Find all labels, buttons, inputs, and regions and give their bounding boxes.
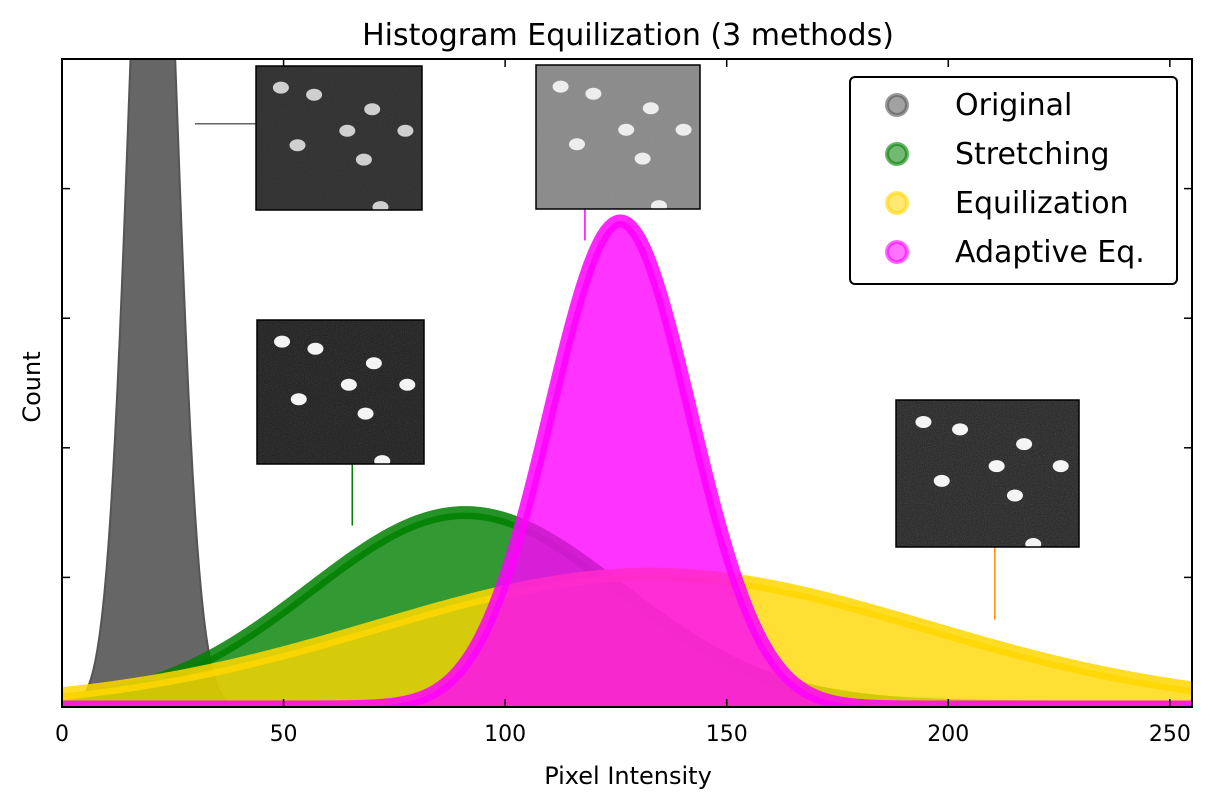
- legend-label-original: Original: [955, 88, 1072, 123]
- series-line-adaptive-eq: [62, 214, 1192, 707]
- plot-frame: [61, 58, 1193, 708]
- legend: Original Stretching Equilization Adaptive E…: [849, 76, 1178, 285]
- legend-label-equilization: Equilization: [955, 186, 1129, 221]
- tick-layer: 0 50 100 150 200 250: [55, 58, 1192, 747]
- legend-box: [849, 76, 1178, 285]
- series-layer: [62, 59, 1192, 707]
- inset-image-equilization: [895, 399, 1080, 548]
- legend-item-adaptive-eq: Adaptive Eq.: [885, 235, 1145, 270]
- inset-image-original: [255, 65, 423, 211]
- x-tick-label-0: 0: [55, 722, 69, 747]
- x-tick-label-50: 50: [270, 722, 298, 747]
- legend-marker-adaptive-eq: [885, 240, 909, 264]
- chart-title: Histogram Equilization (3 methods): [362, 18, 894, 53]
- legend-item-stretching: Stretching: [885, 137, 1110, 172]
- legend-marker-original: [885, 93, 909, 117]
- legend-item-equilization: Equilization: [885, 186, 1129, 221]
- legend-item-original: Original: [885, 88, 1072, 123]
- series-area-original: [62, 59, 1192, 707]
- x-tick-label-200: 200: [927, 722, 969, 747]
- x-tick-label-100: 100: [484, 722, 526, 747]
- series-area-adaptive-eq: [62, 221, 1192, 707]
- x-tick-label-250: 250: [1149, 722, 1191, 747]
- x-tick-label-150: 150: [706, 722, 748, 747]
- inset-image-adaptive-eq: [535, 64, 701, 210]
- inset-layer: [194, 64, 1080, 620]
- legend-label-adaptive-eq: Adaptive Eq.: [955, 235, 1145, 270]
- legend-label-stretching: Stretching: [955, 137, 1110, 172]
- legend-marker-stretching: [885, 142, 909, 166]
- inset-image-stretching: [256, 319, 425, 465]
- y-axis-label: Count: [18, 351, 46, 422]
- legend-marker-equilization: [885, 191, 909, 215]
- x-axis-label: Pixel Intensity: [544, 762, 712, 790]
